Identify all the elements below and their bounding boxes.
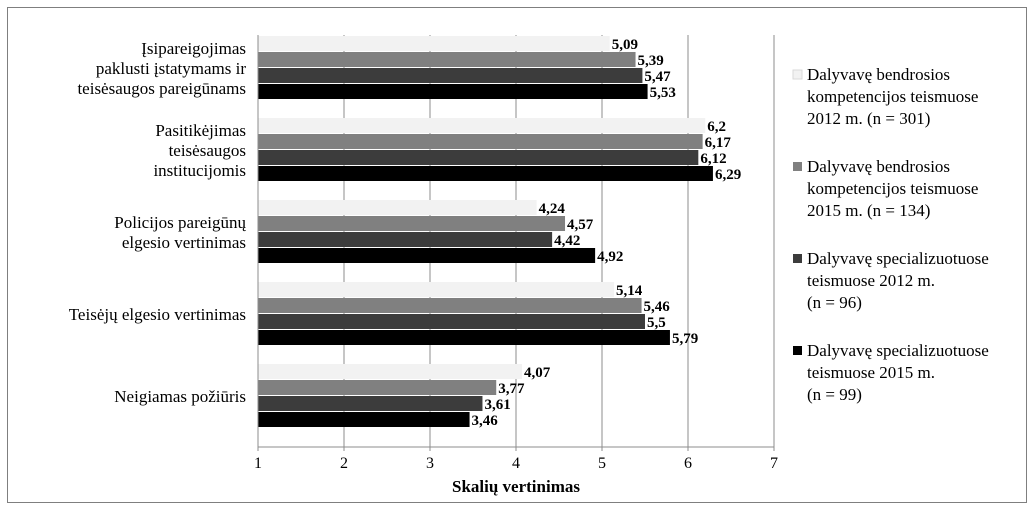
legend-label: Dalyvavę specializuotuose	[807, 341, 989, 360]
legend-swatch	[793, 346, 802, 355]
category-label: Pasitikėjimas	[155, 121, 246, 140]
legend-swatch	[792, 69, 803, 80]
bar	[258, 166, 713, 181]
bar	[258, 298, 642, 313]
category-label: elgesio vertinimas	[122, 233, 246, 252]
data-label: 4,07	[524, 365, 551, 381]
legend-label: teismuose 2012 m.	[807, 271, 935, 290]
bar	[258, 150, 699, 165]
x-tick-label: 2	[340, 455, 348, 472]
data-label: 4,24	[539, 201, 566, 217]
data-label: 4,42	[554, 233, 580, 249]
data-label: 4,92	[597, 249, 623, 265]
data-label: 6,29	[715, 167, 741, 183]
bar	[258, 118, 706, 133]
chart-frame	[7, 7, 1027, 503]
legend-label: kompetencijos teismuose	[807, 87, 978, 106]
bar	[258, 380, 497, 395]
bar	[258, 248, 596, 263]
legend-label: Dalyvavę specializuotuose	[807, 249, 989, 268]
bar	[258, 36, 610, 51]
bar	[258, 396, 483, 411]
bar	[258, 84, 648, 99]
legend-label: 2015 m. (n = 134)	[807, 201, 930, 220]
category-label: Teisėjų elgesio vertinimas	[69, 305, 246, 324]
data-label: 6,2	[707, 119, 726, 135]
bar	[258, 314, 645, 329]
legend-label: 2012 m. (n = 301)	[807, 109, 930, 128]
bar	[258, 52, 636, 67]
data-label: 5,46	[644, 299, 671, 315]
x-tick-label: 3	[426, 455, 434, 472]
legend-label: (n = 96)	[807, 293, 862, 312]
legend-swatch	[793, 254, 802, 263]
bar	[258, 232, 553, 247]
legend-swatch	[793, 162, 802, 171]
x-tick-label: 5	[598, 455, 606, 472]
data-label: 3,61	[484, 397, 510, 413]
data-label: 5,14	[616, 283, 643, 299]
category-label: Įsipareigojimas	[141, 39, 246, 58]
data-label: 5,79	[672, 331, 698, 347]
bar	[258, 364, 523, 379]
data-label: 3,46	[472, 413, 499, 429]
bar	[258, 412, 470, 427]
data-label: 6,17	[705, 135, 732, 151]
bar	[258, 68, 643, 83]
data-label: 5,53	[650, 85, 676, 101]
bar	[258, 330, 670, 345]
data-label: 4,57	[567, 217, 594, 233]
legend-label: kompetencijos teismuose	[807, 179, 978, 198]
legend-label: (n = 99)	[807, 385, 862, 404]
bar	[258, 200, 537, 215]
data-label: 5,47	[644, 69, 671, 85]
category-label: Policijos pareigūnų	[114, 213, 246, 232]
bar	[258, 134, 703, 149]
x-axis-title: Skalių vertinimas	[452, 477, 580, 496]
data-label: 5,39	[638, 53, 664, 69]
data-label: 3,77	[498, 381, 525, 397]
legend-label: Dalyvavę bendrosios	[807, 65, 950, 84]
bar	[258, 282, 615, 297]
x-tick-label: 6	[684, 455, 692, 472]
x-tick-label: 7	[770, 455, 778, 472]
data-label: 6,12	[700, 151, 726, 167]
legend-label: Dalyvavę bendrosios	[807, 157, 950, 176]
category-label: Neigiamas požiūris	[114, 387, 246, 406]
category-label: institucijomis	[153, 161, 246, 180]
data-label: 5,09	[612, 37, 638, 53]
data-label: 5,5	[647, 315, 666, 331]
bar	[258, 216, 566, 231]
x-tick-label: 4	[512, 455, 520, 472]
category-label: teisėsaugos pareigūnams	[77, 79, 246, 98]
x-tick-label: 1	[254, 455, 262, 472]
legend-label: teismuose 2015 m.	[807, 363, 935, 382]
category-label: paklusti įstatymams ir	[96, 59, 246, 78]
category-label: teisėsaugos	[169, 141, 246, 160]
